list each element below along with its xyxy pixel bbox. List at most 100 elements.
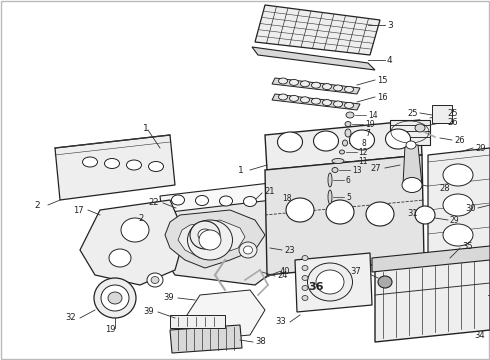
Ellipse shape [199,230,221,250]
Ellipse shape [244,197,256,207]
Bar [432,105,452,123]
Ellipse shape [340,150,344,154]
Text: 6: 6 [346,176,351,185]
Ellipse shape [151,276,159,284]
Ellipse shape [326,200,354,224]
Text: 25: 25 [447,108,458,117]
Ellipse shape [415,124,425,132]
Ellipse shape [121,218,149,242]
Ellipse shape [345,129,351,137]
Ellipse shape [386,129,411,149]
Ellipse shape [308,263,352,301]
Text: 5: 5 [346,193,351,202]
Ellipse shape [343,140,347,146]
Ellipse shape [172,195,185,205]
Ellipse shape [302,296,308,301]
Ellipse shape [344,102,353,108]
Polygon shape [272,94,360,110]
Ellipse shape [302,256,308,261]
Ellipse shape [443,164,473,186]
Ellipse shape [322,84,332,90]
Ellipse shape [300,97,310,103]
Ellipse shape [278,94,288,100]
Text: 2: 2 [34,201,40,210]
Ellipse shape [108,292,122,304]
Ellipse shape [443,194,473,216]
Text: 36: 36 [308,282,324,292]
Text: 3: 3 [387,21,393,30]
Text: 7: 7 [365,129,370,138]
Text: 31: 31 [407,208,418,217]
Text: 14: 14 [368,111,378,120]
Ellipse shape [286,198,314,222]
Text: 35: 35 [462,242,473,251]
Text: 33: 33 [275,318,286,327]
Text: 18: 18 [282,194,292,202]
Ellipse shape [94,278,136,318]
Polygon shape [265,155,424,275]
Text: 32: 32 [65,314,76,323]
Ellipse shape [322,100,332,105]
Text: 1: 1 [143,123,149,132]
Ellipse shape [334,101,343,107]
Polygon shape [295,253,372,312]
Polygon shape [252,47,375,70]
Bar [170,315,225,328]
Ellipse shape [147,273,163,287]
Ellipse shape [332,158,344,163]
Text: 4: 4 [387,55,392,64]
Polygon shape [185,290,265,340]
Text: 39: 39 [163,293,174,302]
Polygon shape [265,120,422,170]
Ellipse shape [312,98,320,104]
Text: 30: 30 [466,203,476,212]
Text: 26: 26 [447,117,458,126]
Ellipse shape [188,220,232,260]
Text: 19: 19 [365,120,375,129]
Polygon shape [390,120,430,145]
Text: 25: 25 [408,108,418,117]
Ellipse shape [334,85,343,91]
Text: 23: 23 [284,246,294,255]
Polygon shape [403,145,422,185]
Polygon shape [255,5,380,55]
Text: 16: 16 [377,93,388,102]
Text: 13: 13 [352,166,362,175]
Text: 22: 22 [148,198,159,207]
Ellipse shape [82,157,98,167]
Ellipse shape [332,167,338,172]
Ellipse shape [443,224,473,246]
Text: 34: 34 [474,330,485,339]
Ellipse shape [290,95,298,102]
Text: 29: 29 [475,144,486,153]
Polygon shape [372,246,490,272]
Ellipse shape [278,78,288,84]
Ellipse shape [328,190,332,204]
Text: 27: 27 [370,163,381,172]
Ellipse shape [126,160,142,170]
Ellipse shape [328,173,332,187]
Polygon shape [165,210,265,268]
Ellipse shape [344,86,353,93]
Ellipse shape [378,276,392,288]
Ellipse shape [406,141,416,149]
Ellipse shape [302,266,308,270]
Polygon shape [178,220,245,258]
Ellipse shape [239,242,257,258]
Ellipse shape [101,285,129,311]
Ellipse shape [312,82,320,88]
Text: 39: 39 [144,307,154,316]
Ellipse shape [402,177,422,193]
Ellipse shape [196,195,209,206]
Text: 2: 2 [139,213,144,222]
Ellipse shape [345,122,351,126]
Ellipse shape [349,130,374,150]
Text: 38: 38 [255,338,266,346]
Ellipse shape [316,270,344,294]
Ellipse shape [314,131,339,151]
Text: 37: 37 [350,267,361,276]
Text: 40: 40 [280,267,291,276]
Text: 19: 19 [105,325,115,334]
Ellipse shape [302,275,308,280]
Text: 29: 29 [450,216,460,225]
